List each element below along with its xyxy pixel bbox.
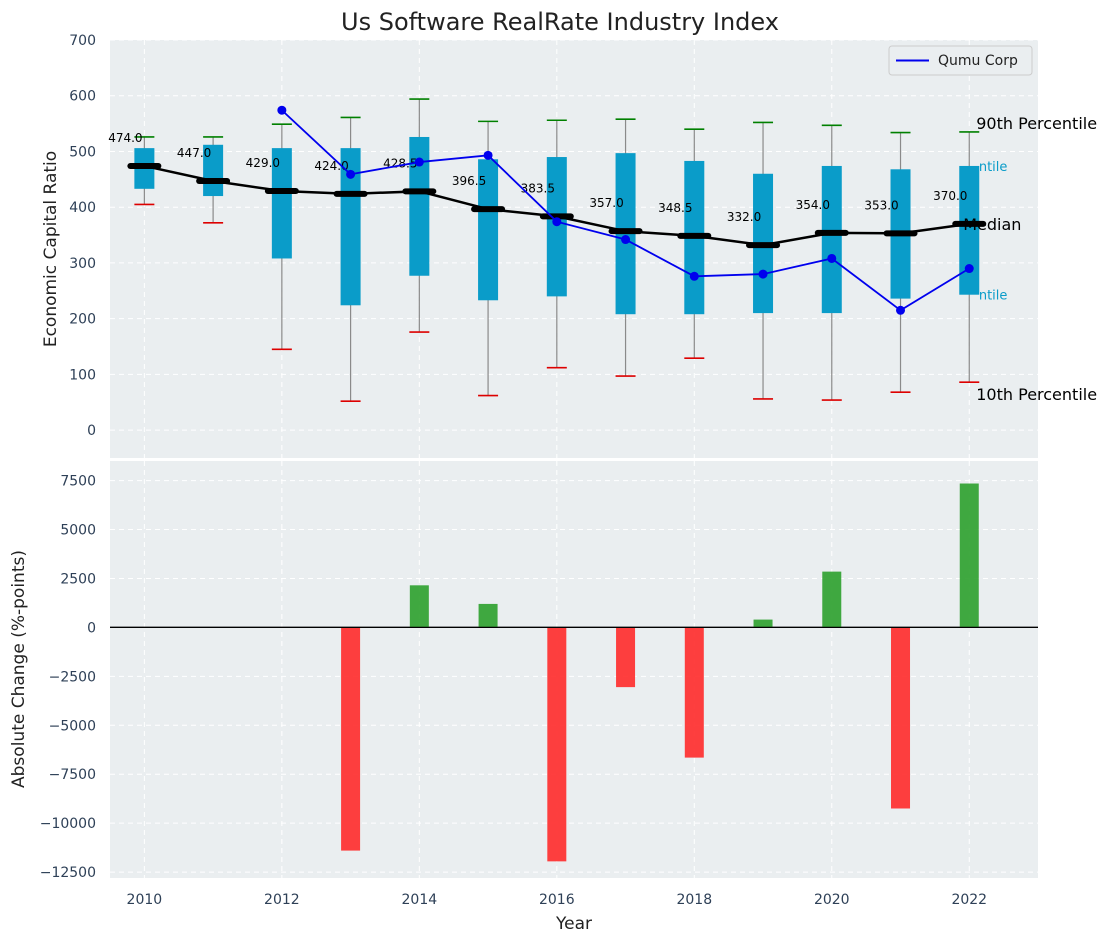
bottom-y-tick-label: −10000 bbox=[40, 816, 96, 832]
median-value-label: 357.0 bbox=[589, 196, 623, 210]
median-value-label: 332.0 bbox=[727, 210, 761, 224]
median-value-label: 474.0 bbox=[108, 131, 142, 145]
x-tick-label: 2018 bbox=[676, 892, 712, 908]
chart-title: Us Software RealRate Industry Index bbox=[341, 8, 779, 36]
top-y-tick-label: 600 bbox=[69, 89, 96, 105]
top-y-tick-label: 500 bbox=[69, 144, 96, 160]
bottom-plot-content bbox=[110, 483, 1038, 862]
x-tick-label: 2020 bbox=[814, 892, 850, 908]
change-bar bbox=[822, 571, 842, 628]
top-y-axis-label: Economic Capital Ratio bbox=[41, 151, 61, 347]
x-tick-label: 2022 bbox=[951, 892, 987, 908]
top-y-tick-label: 0 bbox=[87, 423, 96, 439]
qumu-corp-point bbox=[964, 264, 974, 274]
change-bar bbox=[478, 603, 498, 628]
bottom-y-tick-label: −2500 bbox=[49, 669, 96, 685]
top-y-tick-label: 200 bbox=[69, 312, 96, 328]
x-axis-label: Year bbox=[555, 914, 592, 934]
p10-annotation: 10th Percentile bbox=[976, 385, 1097, 404]
bottom-y-tick-label: 7500 bbox=[60, 474, 96, 490]
bottom-y-tick-label: 0 bbox=[87, 620, 96, 636]
iqr-box bbox=[546, 157, 567, 297]
top-grid bbox=[110, 39, 1038, 458]
qumu-corp-point bbox=[483, 150, 493, 160]
legend-label: Qumu Corp bbox=[938, 53, 1018, 69]
bottom-y-axis-label: Absolute Change (%-points) bbox=[9, 550, 29, 788]
x-tick-label: 2012 bbox=[264, 892, 300, 908]
bottom-y-tick-label: 2500 bbox=[60, 571, 96, 587]
top-y-tick-label: 100 bbox=[69, 367, 96, 383]
median-value-label: 424.0 bbox=[314, 159, 348, 173]
p25-annotation: 25th Percentile bbox=[909, 289, 1007, 304]
median-value-label: 383.5 bbox=[521, 181, 555, 195]
x-tick-label: 2016 bbox=[539, 892, 575, 908]
qumu-corp-point bbox=[827, 253, 837, 263]
median-value-label: 353.0 bbox=[864, 198, 898, 212]
median-value-label: 447.0 bbox=[177, 146, 211, 160]
change-bar bbox=[341, 627, 361, 851]
qumu-corp-point bbox=[758, 269, 768, 279]
legend: Qumu Corp bbox=[888, 45, 1033, 76]
qumu-corp-point bbox=[689, 271, 699, 281]
change-bar bbox=[684, 627, 704, 758]
top-plot-area bbox=[110, 40, 1038, 458]
median-value-label: 396.5 bbox=[452, 174, 486, 188]
iqr-box bbox=[959, 165, 980, 295]
qumu-corp-point bbox=[277, 105, 287, 115]
x-tick-label: 2010 bbox=[127, 892, 163, 908]
legend-box bbox=[888, 45, 1033, 76]
bottom-plot-area bbox=[110, 461, 1038, 878]
change-bar bbox=[409, 585, 429, 628]
top-y-tick-label: 400 bbox=[69, 200, 96, 216]
change-bar bbox=[753, 619, 773, 628]
bottom-y-tick-label: −12500 bbox=[40, 865, 96, 881]
change-bar bbox=[616, 627, 636, 688]
qumu-corp-point bbox=[552, 217, 562, 227]
change-bar bbox=[891, 627, 911, 809]
bottom-y-tick-label: −5000 bbox=[49, 718, 96, 734]
top-y-tick-label: 700 bbox=[69, 33, 96, 49]
iqr-box bbox=[271, 148, 292, 259]
qumu-corp-point bbox=[621, 235, 631, 245]
qumu-corp-point bbox=[346, 169, 356, 179]
bottom-y-tick-label: −7500 bbox=[49, 767, 96, 783]
change-bar bbox=[959, 483, 979, 628]
median-value-label: 429.0 bbox=[246, 156, 280, 170]
top-y-tick-label: 300 bbox=[69, 256, 96, 272]
median-value-label: 370.0 bbox=[933, 189, 967, 203]
change-bar bbox=[547, 627, 567, 862]
p75-annotation: 75th Percentile bbox=[909, 160, 1007, 175]
iqr-box bbox=[409, 136, 430, 276]
bottom-y-tick-label: 5000 bbox=[60, 523, 96, 539]
p90-annotation: 90th Percentile bbox=[976, 114, 1097, 133]
qumu-corp-point bbox=[414, 157, 424, 167]
x-tick-label: 2014 bbox=[402, 892, 438, 908]
median-value-label: 354.0 bbox=[796, 198, 830, 212]
median-value-label: 348.5 bbox=[658, 201, 692, 215]
qumu-corp-point bbox=[896, 305, 906, 315]
median-annotation: Median bbox=[963, 215, 1021, 234]
iqr-box bbox=[821, 165, 842, 314]
iqr-box bbox=[340, 148, 361, 306]
iqr-box bbox=[478, 159, 499, 301]
axis-ticks: 0 100 200 300 400 500 600 700 −12500 −10000 −7500 −… bbox=[40, 33, 987, 908]
